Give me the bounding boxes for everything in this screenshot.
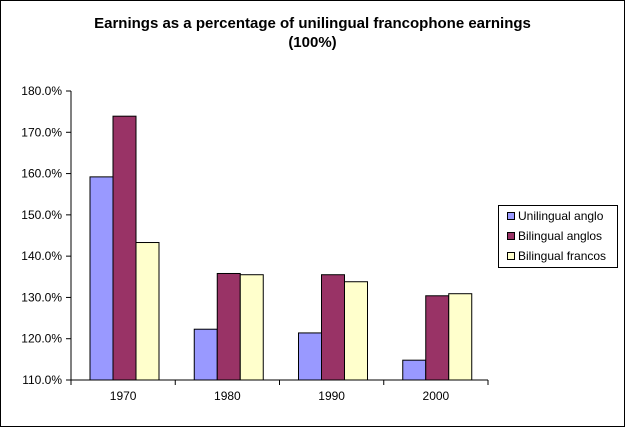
bar-bilingual-anglos-1970: [112, 115, 137, 381]
x-tick-label: 1970: [110, 389, 137, 403]
y-tick-label: 110.0%: [22, 373, 62, 387]
legend-item-bilingual-francos: Bilingual francos: [507, 249, 606, 263]
bar-bilingual-francos-2000: [448, 293, 473, 381]
legend-item-unilingual-anglo: Unilingual anglo: [507, 209, 603, 223]
x-tick-label: 1990: [318, 389, 345, 403]
bar-bilingual-anglos-2000: [425, 295, 450, 381]
legend-item-bilingual-anglos: Bilingual anglos: [507, 229, 602, 243]
y-tick-label: 170.0%: [21, 125, 62, 139]
legend-swatch-bilingual-anglos: [507, 232, 515, 240]
x-tick-label: 2000: [423, 389, 450, 403]
y-tick-label: 180.0%: [21, 84, 62, 98]
bar-unilingual-anglo-1970: [89, 176, 114, 381]
y-tick-label: 150.0%: [21, 208, 62, 222]
legend: Unilingual anglo Bilingual anglos Biling…: [498, 205, 618, 268]
x-tick-label: 1980: [214, 389, 241, 403]
bar-bilingual-francos-1970: [135, 242, 160, 381]
chart-title-line1: Earnings as a percentage of unilingual f…: [94, 15, 531, 32]
legend-swatch-unilingual-anglo: [507, 212, 515, 220]
chart-title: Earnings as a percentage of unilingual f…: [0, 14, 625, 52]
bar-unilingual-anglo-2000: [402, 359, 427, 381]
y-tick-label: 130.0%: [21, 290, 62, 304]
bar-bilingual-anglos-1990: [321, 274, 345, 381]
legend-swatch-bilingual-francos: [507, 252, 515, 260]
bar-unilingual-anglo-1980: [193, 328, 218, 381]
bar-unilingual-anglo-1990: [298, 332, 322, 381]
y-tick-label: 140.0%: [21, 249, 62, 263]
y-tick-label: 160.0%: [21, 167, 62, 181]
chart-title-line2: (100%): [288, 34, 337, 51]
bar-bilingual-francos-1990: [344, 281, 368, 381]
legend-label-unilingual-anglo: Unilingual anglo: [518, 209, 604, 223]
legend-label-bilingual-francos: Bilingual francos: [518, 249, 607, 263]
bar-bilingual-anglos-1980: [216, 272, 241, 381]
legend-label-bilingual-anglos: Bilingual anglos: [518, 229, 603, 243]
bar-bilingual-francos-1980: [239, 274, 264, 381]
y-tick-label: 120.0%: [21, 332, 62, 346]
